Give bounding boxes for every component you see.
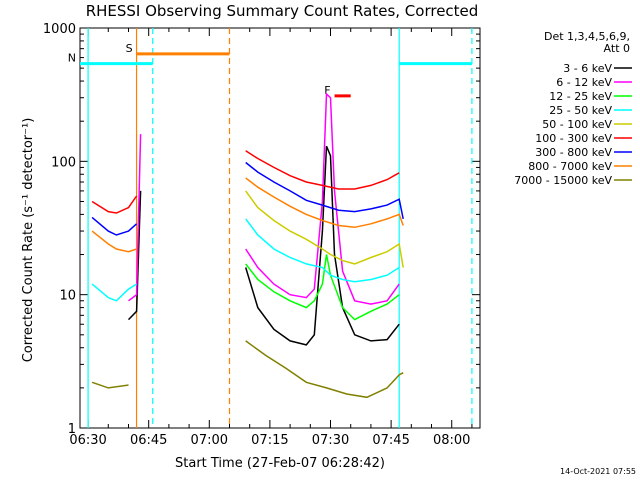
series-line xyxy=(246,191,472,268)
legend-label: 50 - 100 keV xyxy=(542,118,612,131)
x-tick-label: 06:45 xyxy=(130,433,167,448)
y-axis-label: Corrected Count Rate (s⁻¹ detector⁻¹) xyxy=(21,118,36,363)
x-axis-label: Start Time (27-Feb-07 06:28:42) xyxy=(175,456,385,471)
series-line xyxy=(92,341,472,397)
chart-title: RHESSI Observing Summary Count Rates, Co… xyxy=(86,2,479,20)
x-tick-label: 07:00 xyxy=(191,433,228,448)
legend-label: 25 - 50 keV xyxy=(549,104,612,117)
series-line xyxy=(245,254,400,321)
x-tick-label: 07:45 xyxy=(372,433,409,448)
x-tick-label: 07:15 xyxy=(251,433,288,448)
legend-label: 12 - 25 keV xyxy=(549,90,612,103)
legend-label: 100 - 300 keV xyxy=(535,132,612,145)
x-tick-label: 07:30 xyxy=(312,433,349,448)
legend-label: 800 - 7000 keV xyxy=(528,160,612,173)
plot-frame xyxy=(79,27,481,429)
vertical-markers xyxy=(87,28,473,428)
legend-label: 6 - 12 keV xyxy=(556,76,612,89)
y-tick-label: 10 xyxy=(59,289,76,304)
series-line xyxy=(91,218,400,302)
footer-timestamp: 14-Oct-2021 07:55 xyxy=(560,467,636,476)
overlay-label: F xyxy=(324,84,330,97)
overlay-label: N xyxy=(68,52,76,65)
x-tick-label: 06:30 xyxy=(69,433,106,448)
series-line xyxy=(128,92,400,305)
legend-label: 3 - 6 keV xyxy=(563,62,612,75)
y-tick-label: 100 xyxy=(51,155,76,170)
series-line xyxy=(127,145,400,346)
y-tick-label: 1 xyxy=(68,422,76,437)
x-tick-label: 08:00 xyxy=(433,433,470,448)
series-line xyxy=(92,178,472,252)
y-tick-label: 1000 xyxy=(43,22,76,37)
legend-label: 7000 - 15000 keV xyxy=(514,174,612,187)
y-axis-ticks: 1 10 100 1000 xyxy=(43,22,480,437)
series-line xyxy=(92,163,472,236)
overlay-label: S xyxy=(126,42,133,55)
x-axis-ticks: 06:30 06:45 07:00 07:15 07:30 07:45 08:00 xyxy=(69,28,473,448)
legend-label: 300 - 800 keV xyxy=(535,146,612,159)
series-lines xyxy=(91,92,472,397)
series-line xyxy=(91,150,400,214)
legend-header-line1: Det 1,3,4,5,6,9, xyxy=(544,30,630,43)
overlay-bars: S N F xyxy=(68,42,472,98)
legend-header-line2: Att 0 xyxy=(604,42,630,55)
